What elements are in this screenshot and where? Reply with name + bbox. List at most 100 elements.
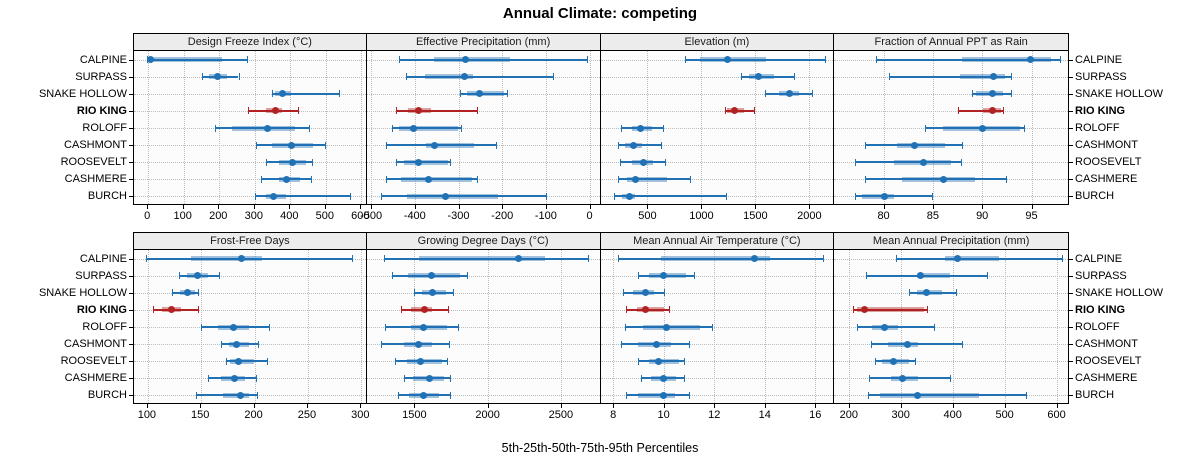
interval-cap: [201, 73, 203, 81]
site-label-left-roloff: ROLOFF: [82, 321, 127, 333]
site-axis-tick: [1069, 145, 1073, 147]
axis-tick-label: 2000: [797, 210, 822, 222]
median-dot: [988, 90, 996, 98]
interval-cap: [926, 306, 928, 314]
median-dot: [724, 56, 732, 64]
interval-5-95: [391, 127, 461, 129]
site-label-right-rio-king: RIO KING: [1075, 303, 1126, 316]
interval-cap: [875, 56, 877, 64]
site-label-left-cashmere: CASHMERE: [64, 372, 127, 385]
site-axis-tick: [129, 275, 133, 277]
gridline-horizontal: [366, 110, 600, 112]
axis-tick-label: 2000: [475, 409, 500, 421]
panel-title-mean-annual-precipitation: Mean Annual Precipitation (mm): [834, 232, 1069, 250]
axis-tick-label: 16: [809, 409, 822, 421]
interval-cap: [404, 374, 406, 382]
interval-cap: [753, 107, 755, 115]
median-dot: [660, 391, 668, 399]
site-axis-tick: [129, 59, 133, 61]
interval-cap: [339, 90, 341, 98]
gridline-horizontal: [834, 309, 1068, 311]
median-dot: [272, 107, 280, 115]
gridline-vertical: [560, 250, 562, 403]
site-label-left-cashmere: CASHMERE: [64, 173, 127, 186]
site-axis-tick: [129, 309, 133, 311]
axis-tick: [360, 404, 362, 408]
interval-cap: [621, 124, 622, 132]
site-label-right-calpine: CALPINE: [1075, 53, 1123, 66]
median-dot: [193, 272, 201, 280]
interval-cap: [201, 323, 203, 331]
interval-5-95: [214, 127, 309, 129]
interval-cap: [448, 306, 450, 314]
panel-title-effective-precipitation: Effective Precipitation (mm): [366, 33, 601, 51]
axis-tick-label: 250: [297, 409, 317, 421]
interval-5-95: [870, 343, 962, 346]
interval-cap: [385, 175, 387, 183]
interval-25-75: [962, 57, 1052, 63]
interval-cap: [195, 391, 197, 399]
axis-tick-label: 200: [209, 210, 228, 222]
site-axis-tick: [1069, 93, 1073, 95]
gridline-vertical: [371, 51, 373, 204]
interval-cap: [398, 391, 400, 399]
median-dot: [786, 90, 794, 98]
gridline-vertical: [502, 51, 504, 204]
interval-cap: [385, 141, 387, 149]
interval-25-75: [638, 392, 676, 398]
median-dot: [282, 175, 290, 183]
interval-cap: [822, 255, 824, 263]
site-axis-tick: [1069, 76, 1073, 78]
interval-cap: [256, 391, 258, 399]
interval-5-95: [153, 308, 199, 311]
interval-25-75: [406, 193, 499, 199]
site-axis-tick: [129, 292, 133, 294]
interval-cap: [385, 323, 387, 331]
axis-tick: [714, 404, 716, 408]
interval-5-95: [613, 195, 727, 198]
gridline-horizontal: [366, 179, 600, 181]
median-dot: [637, 124, 645, 132]
interval-25-75: [916, 273, 951, 279]
gridline-horizontal: [600, 128, 834, 129]
gridline-horizontal: [834, 361, 1068, 363]
median-dot: [660, 374, 668, 382]
interval-cap: [145, 255, 147, 263]
interval-5-95: [147, 58, 247, 61]
axis-tick: [613, 404, 615, 408]
gridline-horizontal: [600, 93, 834, 95]
median-dot: [514, 255, 522, 263]
axis-tick-label: 200: [839, 409, 858, 421]
interval-cap: [395, 357, 397, 365]
median-dot: [861, 306, 869, 314]
interval-cap: [178, 272, 180, 280]
gridline-vertical: [1004, 250, 1006, 403]
median-dot: [429, 289, 437, 297]
interval-cap: [448, 340, 450, 348]
gridline-horizontal: [600, 76, 834, 78]
gridline-vertical: [613, 250, 615, 403]
axis-tick-label: 2500: [548, 409, 574, 421]
axis-tick-label: 200: [244, 409, 263, 421]
site-label-right-roloff: ROLOFF: [1075, 122, 1120, 134]
gridline-horizontal: [134, 292, 366, 294]
interval-cap: [460, 90, 462, 98]
interval-cap: [961, 340, 963, 348]
site-label-right-calpine: CALPINE: [1075, 252, 1123, 265]
interval-cap: [825, 56, 827, 64]
interval-cap: [248, 107, 250, 115]
median-dot: [238, 255, 246, 263]
interval-cap: [381, 340, 383, 348]
interval-25-75: [897, 142, 945, 148]
axis-tick: [701, 205, 703, 209]
gridline-horizontal: [600, 145, 834, 147]
interval-cap: [619, 158, 621, 166]
axis-tick-label: 10: [657, 409, 670, 421]
axis-tick: [815, 404, 817, 408]
median-dot: [662, 323, 670, 331]
median-dot: [415, 340, 423, 348]
axis-tick-label: 1500: [402, 409, 427, 421]
interval-cap: [684, 56, 686, 64]
interval-cap: [254, 192, 256, 200]
axis-tick-label: 500: [315, 210, 335, 222]
